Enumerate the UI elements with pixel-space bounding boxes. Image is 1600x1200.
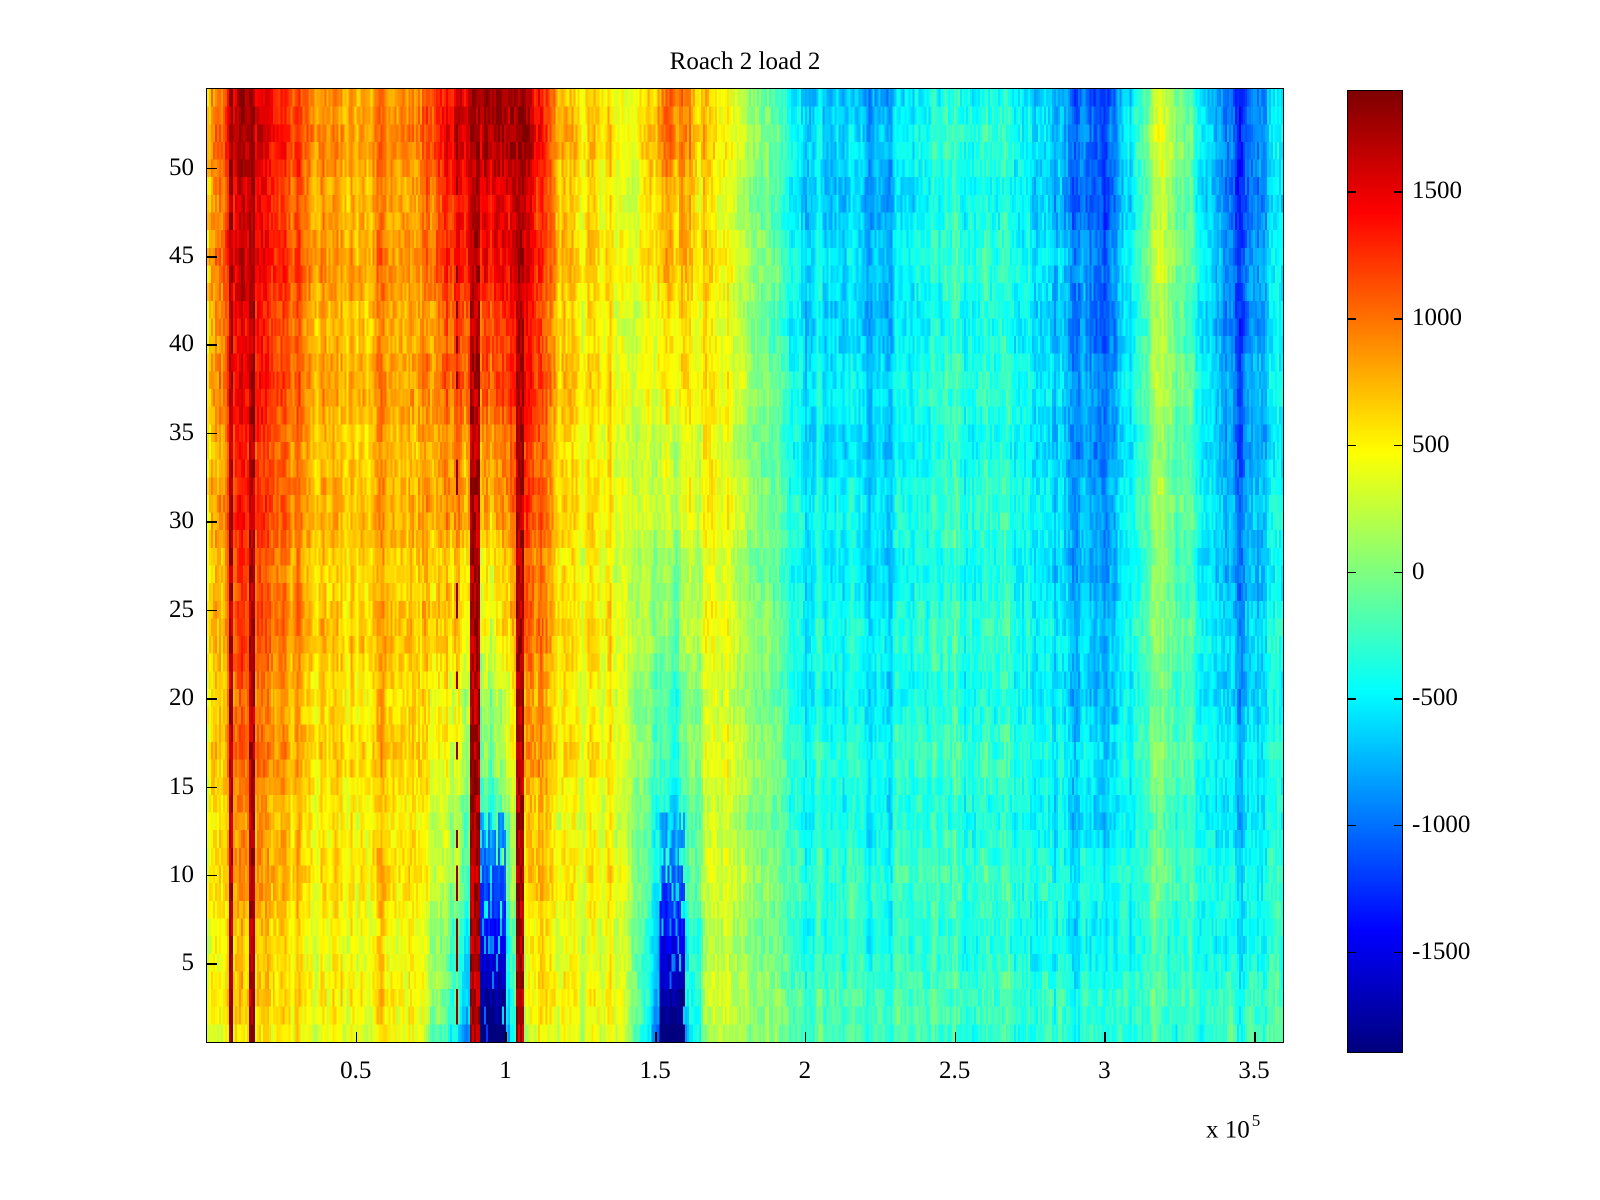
y-tick-mark — [206, 963, 217, 965]
colorbar-tick-mark — [1347, 951, 1356, 954]
x-tick-label: 2.5 — [938, 1057, 971, 1084]
colorbar[interactable] — [1347, 90, 1403, 1053]
y-tick-label: 35 — [169, 418, 194, 446]
x-tick-label: 0.5 — [340, 1057, 372, 1084]
colorbar-tick-label: 1000 — [1412, 304, 1462, 332]
heatmap-image — [207, 89, 1283, 1042]
colorbar-tick-mark — [1347, 571, 1356, 573]
x-tick-label: 1 — [499, 1057, 512, 1084]
x-tick-mark — [505, 1032, 507, 1043]
colorbar-tick-label: 1500 — [1412, 177, 1462, 205]
colorbar-tick-mark — [1347, 698, 1356, 700]
x-axis-exponent-power: 5 — [1251, 1111, 1261, 1130]
colorbar-tick-mark — [1347, 824, 1356, 827]
colorbar-tick-label: -1000 — [1412, 810, 1471, 838]
colorbar-tick-label: -1500 — [1412, 937, 1471, 965]
x-tick-label: 2 — [798, 1057, 812, 1084]
y-tick-mark — [206, 874, 217, 877]
x-tick-mark — [954, 1032, 957, 1043]
colorbar-tick-mark — [1347, 318, 1356, 320]
y-tick-label: 25 — [169, 595, 194, 623]
y-tick-mark — [206, 609, 217, 612]
y-tick-label: 40 — [169, 330, 194, 358]
x-axis-exponent-prefix: x 10 — [1206, 1116, 1250, 1144]
x-tick-mark — [804, 1032, 807, 1043]
x-tick-label: 3.5 — [1238, 1057, 1270, 1084]
y-tick-mark — [206, 167, 217, 170]
heatmap-axes[interactable] — [206, 88, 1284, 1043]
x-tick-mark — [1104, 1032, 1106, 1043]
y-tick-mark — [206, 698, 217, 700]
y-tick-label: 10 — [169, 860, 194, 888]
colorbar-gradient — [1348, 91, 1402, 1052]
y-tick-label: 45 — [169, 242, 194, 269]
colorbar-tick-label: 0 — [1412, 557, 1425, 585]
colorbar-tick-mark — [1394, 951, 1403, 954]
x-tick-mark — [655, 1032, 657, 1043]
colorbar-tick-mark — [1394, 571, 1403, 573]
x-tick-mark — [355, 1032, 358, 1043]
colorbar-tick-mark — [1394, 824, 1403, 827]
y-tick-mark — [206, 344, 217, 346]
colorbar-tick-mark — [1394, 698, 1403, 700]
y-tick-label: 30 — [169, 507, 194, 535]
y-tick-mark — [206, 786, 217, 789]
colorbar-tick-label: -500 — [1412, 684, 1458, 712]
y-tick-label: 50 — [169, 153, 194, 181]
y-tick-mark — [206, 521, 217, 523]
x-tick-mark — [1254, 1032, 1256, 1043]
colorbar-tick-mark — [1347, 191, 1356, 193]
y-tick-mark — [206, 256, 217, 258]
colorbar-tick-mark — [1394, 191, 1403, 193]
y-tick-mark — [206, 432, 217, 435]
x-tick-label: 3 — [1098, 1057, 1111, 1084]
y-tick-label: 15 — [169, 772, 194, 800]
x-tick-label: 1.5 — [639, 1057, 671, 1084]
y-tick-label: 20 — [169, 684, 194, 712]
colorbar-tick-mark — [1347, 444, 1356, 447]
y-tick-label: 5 — [181, 949, 195, 977]
page-title: Roach 2 load 2 — [669, 48, 821, 75]
colorbar-tick-mark — [1394, 318, 1403, 320]
colorbar-tick-mark — [1394, 444, 1403, 447]
colorbar-tick-label: 500 — [1412, 430, 1450, 458]
x-axis-exponent-label: x 10 5 — [1206, 1111, 1261, 1144]
